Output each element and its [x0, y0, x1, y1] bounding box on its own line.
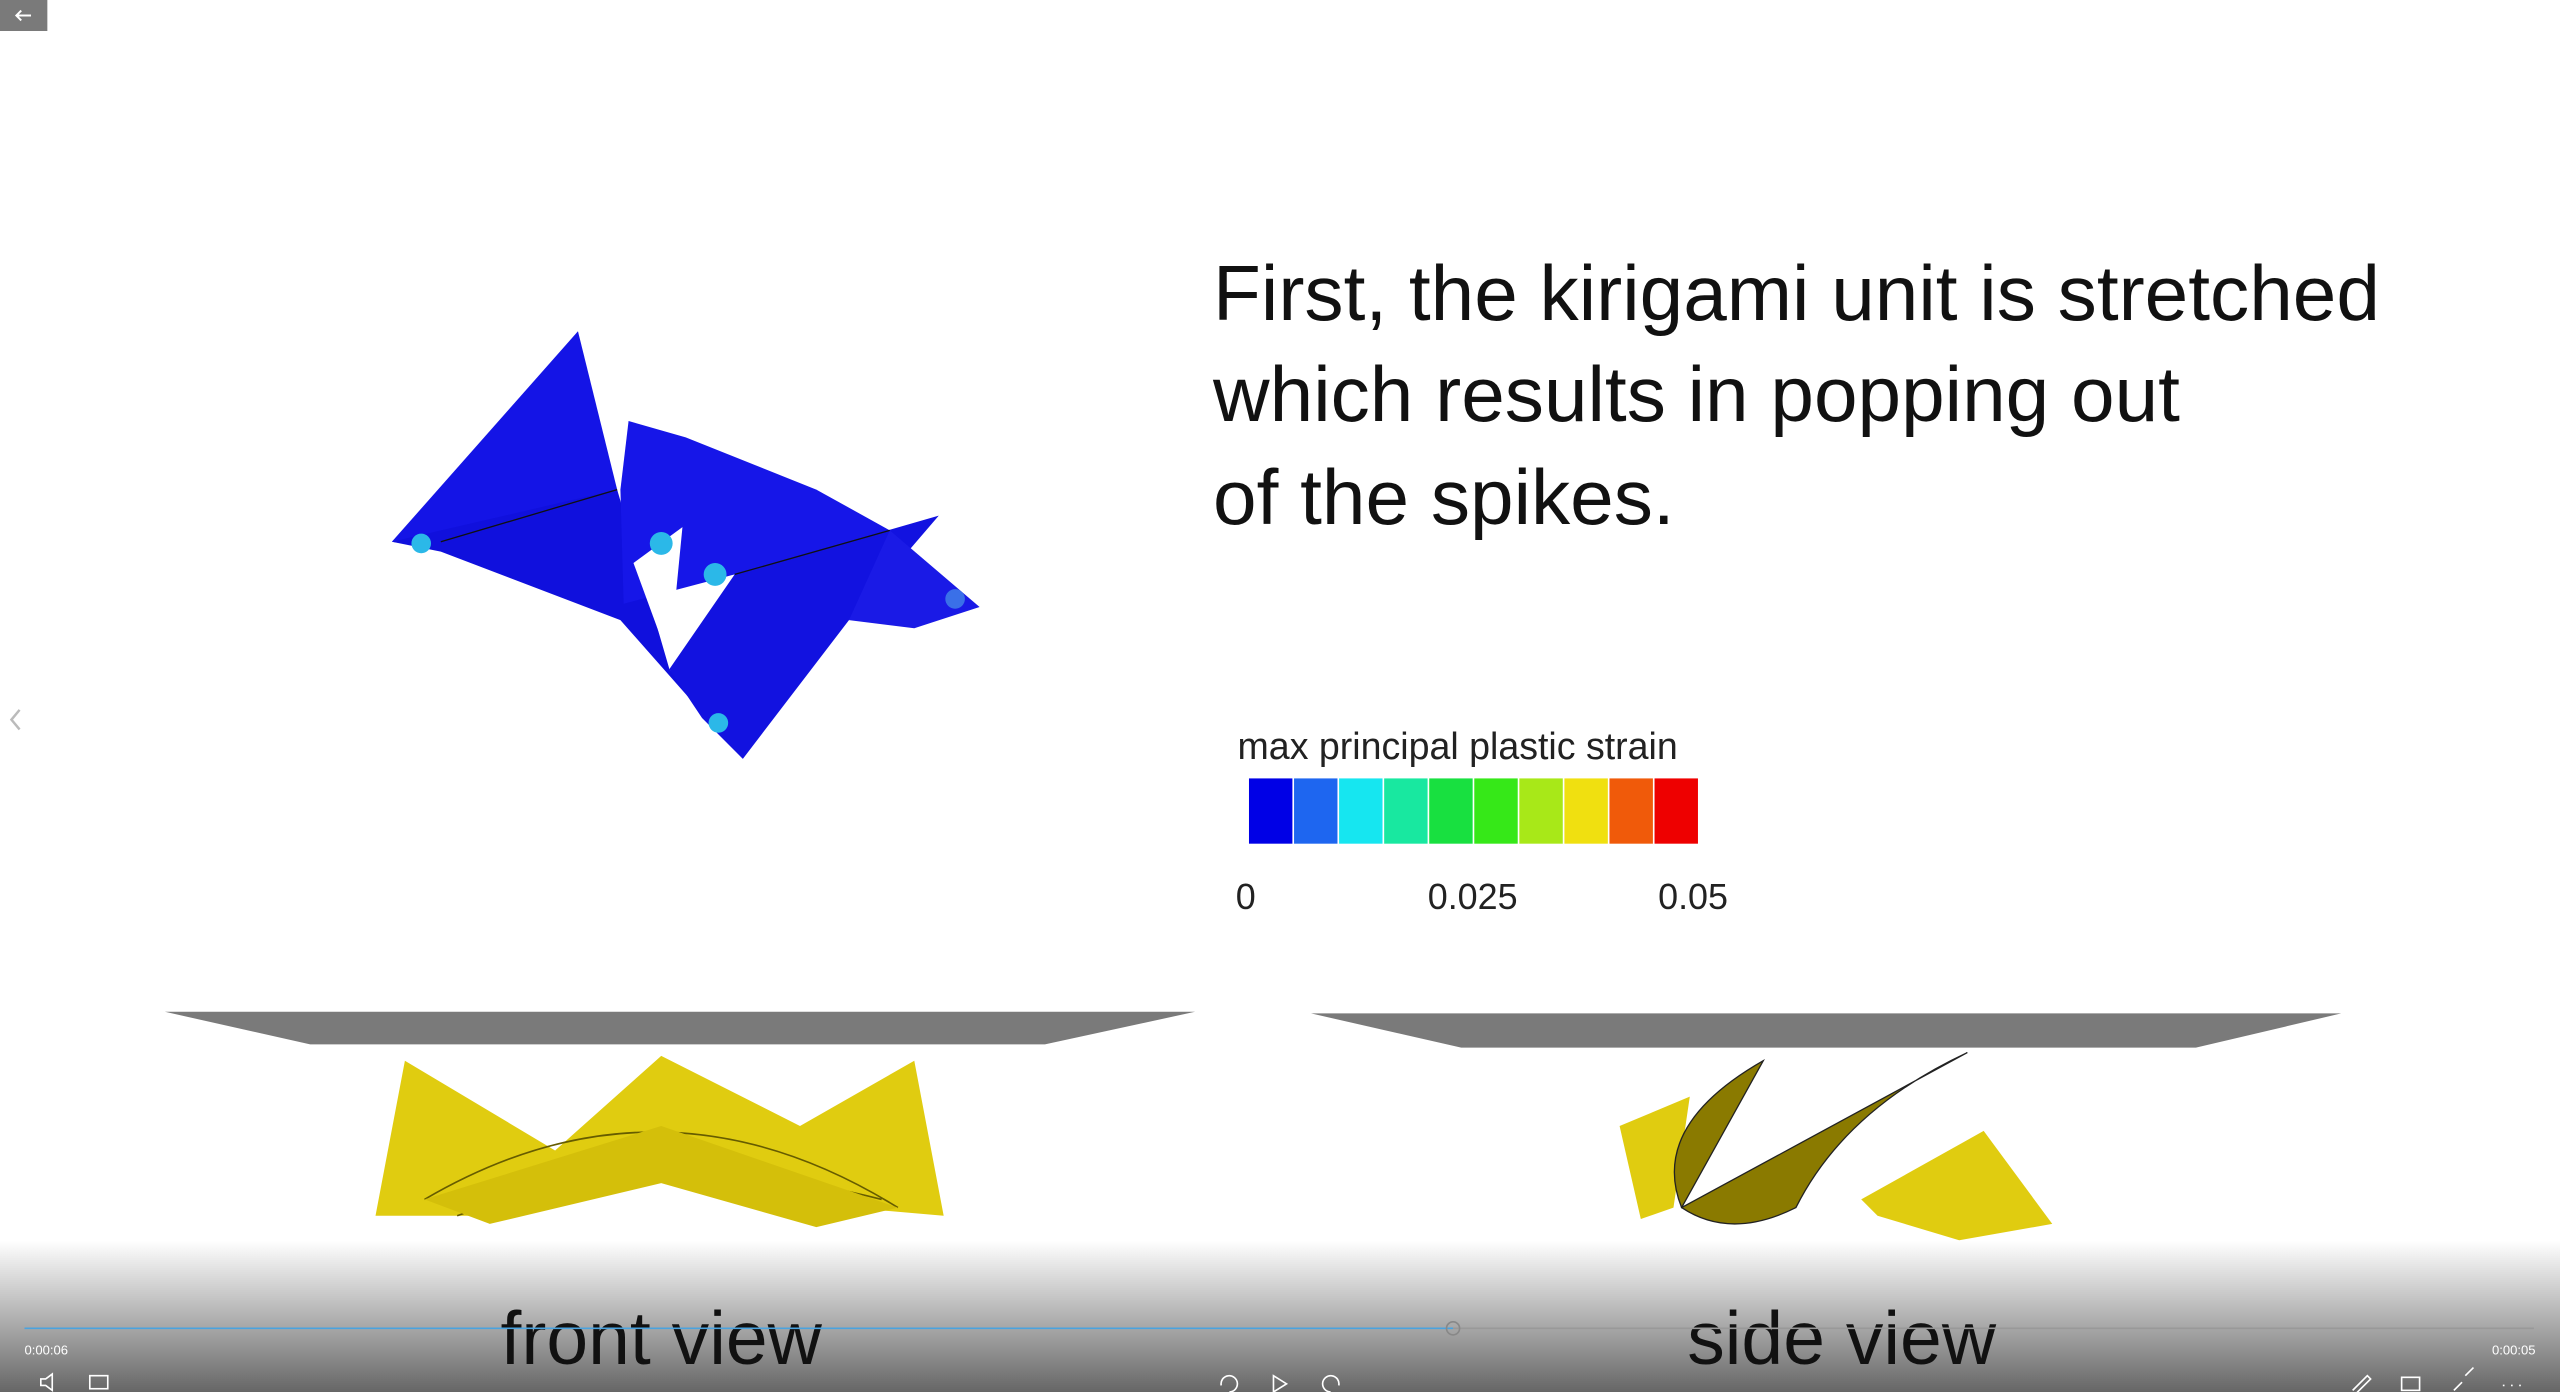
back-button[interactable] — [0, 0, 48, 32]
strain-spot — [703, 563, 727, 586]
color-legend: max principal plastic strain 0 0.025 0.0… — [1236, 725, 1728, 917]
fold-line — [440, 488, 890, 576]
spike — [391, 331, 618, 547]
elapsed-time: 0:00:06 — [24, 1342, 68, 1357]
view-label: side view — [1687, 1296, 1997, 1380]
color-swatch — [1248, 778, 1293, 844]
exit-fullscreen-button[interactable] — [2453, 1366, 2475, 1391]
controls-shade — [0, 1240, 2560, 1392]
spike — [1861, 1130, 2053, 1241]
spike — [620, 421, 890, 604]
curl — [1673, 1051, 1968, 1225]
legend-title: max principal plastic strain — [1238, 725, 1678, 767]
legend-tick: 0 — [1236, 877, 1256, 917]
caption-line: of the spikes. — [1213, 453, 1675, 541]
progress-thumb[interactable] — [1445, 1321, 1461, 1336]
spike — [1619, 1096, 1690, 1220]
spike — [391, 489, 743, 759]
color-swatch — [1429, 778, 1473, 844]
caption-line: which results in popping out — [1212, 350, 2180, 438]
miniview-button[interactable] — [2400, 1376, 2421, 1392]
plate — [164, 1011, 1196, 1045]
kirigami-band — [424, 1126, 898, 1228]
strain-spot — [649, 531, 673, 555]
kirigami-top-view — [391, 331, 980, 759]
color-swatch — [1384, 778, 1428, 844]
back-arrow[interactable] — [14, 9, 32, 22]
strain-spot — [411, 533, 432, 554]
caption: First, the kirigami unit is stretched wh… — [1212, 249, 2380, 541]
rewind-button[interactable] — [1220, 1374, 1239, 1392]
prev-arrow[interactable] — [9, 709, 21, 731]
front-view-model — [164, 1011, 1196, 1228]
plate — [1311, 1013, 2342, 1048]
color-swatch — [1519, 778, 1563, 844]
caption-line: First, the kirigami unit is stretched — [1213, 249, 2380, 337]
color-swatch — [1564, 778, 1608, 844]
play-button[interactable] — [1272, 1374, 1289, 1392]
legend-tick: 0.05 — [1658, 877, 1728, 917]
remaining-time: 0:00:05 — [2492, 1342, 2536, 1357]
color-swatch — [1294, 778, 1338, 844]
side-view-model — [1311, 1013, 2342, 1241]
edit-button[interactable] — [2352, 1374, 2372, 1392]
color-swatch — [1339, 778, 1383, 844]
forward-button[interactable] — [1321, 1374, 1340, 1392]
captions-button[interactable] — [88, 1374, 109, 1390]
legend-tick: 0.025 — [1428, 877, 1518, 917]
strain-spot — [708, 713, 729, 733]
color-bar — [1248, 778, 1698, 844]
color-swatch — [1474, 778, 1518, 844]
volume-button[interactable] — [40, 1372, 54, 1392]
cut — [633, 527, 683, 661]
strain-spot — [945, 589, 965, 609]
color-swatch — [1654, 778, 1698, 844]
view-label: front view — [501, 1296, 823, 1380]
color-swatch — [1609, 778, 1653, 844]
